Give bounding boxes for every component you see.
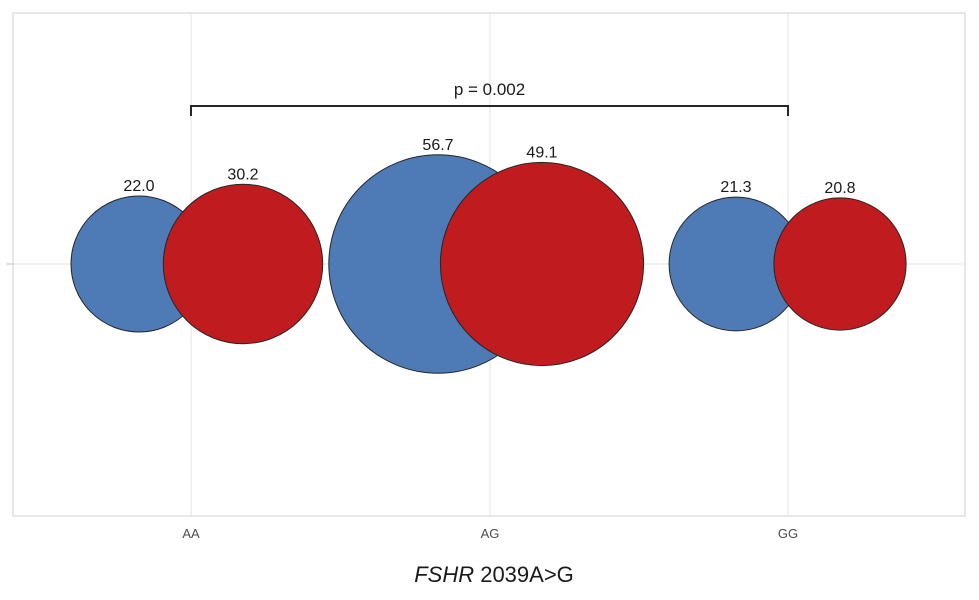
bubble-series2-aa: [162, 183, 324, 345]
x-tick-label-ag: AG: [481, 526, 500, 541]
bracket-line: [190, 105, 789, 116]
p-value-label: p = 0.002: [454, 80, 525, 99]
data-label-series1-aa: 22.0: [123, 178, 154, 195]
bubbles: [70, 154, 907, 374]
data-label-series2-aa: 30.2: [227, 166, 258, 183]
x-axis-label-gene: FSHR: [414, 562, 474, 587]
data-label-series2-gg: 20.8: [824, 180, 855, 197]
x-tick-label-gg: GG: [778, 526, 798, 541]
data-label-series2-ag: 49.1: [526, 144, 557, 161]
data-labels: 22.0 56.7 21.3 30.2 49.1 20.8: [123, 137, 855, 197]
data-label-series1-ag: 56.7: [422, 137, 453, 154]
x-axis-label-variant: 2039A>G: [474, 562, 574, 587]
x-tick-label-aa: AA: [182, 526, 200, 541]
x-tick-labels: AA AG GG: [182, 526, 798, 541]
bubble-series2-ag: [439, 161, 645, 367]
significance-bracket: p = 0.002: [190, 80, 789, 116]
x-axis-label: FSHR 2039A>G: [414, 562, 574, 587]
data-label-series1-gg: 21.3: [720, 179, 751, 196]
bubble-series2-gg: [773, 197, 907, 331]
